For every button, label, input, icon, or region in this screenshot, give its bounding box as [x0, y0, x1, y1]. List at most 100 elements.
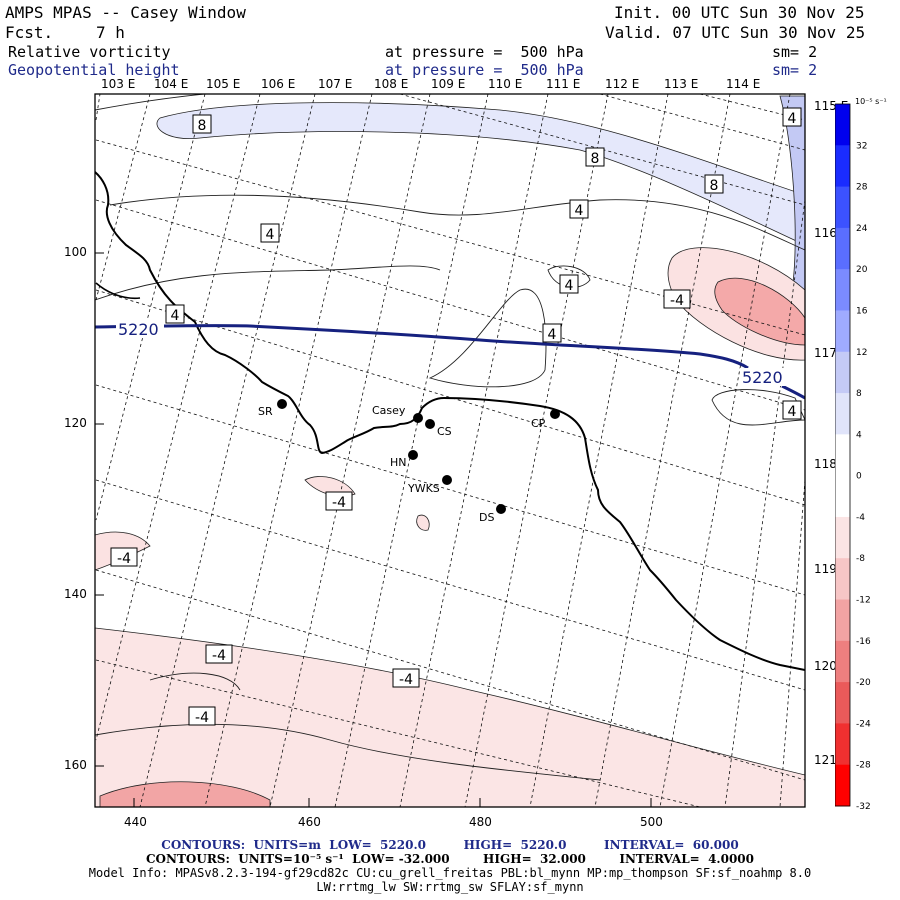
colorbar-label: -28: [856, 761, 871, 771]
colorbar-label: -32: [856, 802, 871, 810]
contour-label: -4: [670, 293, 684, 309]
field2-name: Geopotential height: [8, 61, 180, 79]
lon-label-top: 111 E: [546, 77, 581, 91]
contour-label: 8: [710, 178, 719, 194]
colorbar-swatch: [835, 186, 850, 229]
negative-vorticity-shading: [95, 627, 805, 807]
coastline: [95, 171, 805, 671]
colorbar-label: -4: [856, 513, 865, 523]
colorbar-swatch: [835, 682, 850, 724]
contour-label: -4: [117, 551, 131, 567]
lon-label-top: 104 E: [154, 77, 189, 91]
y-axis-tick: 160: [64, 758, 87, 772]
station-marker: [550, 409, 560, 419]
contour-label: 4: [788, 404, 797, 420]
colorbar-swatch: [835, 351, 850, 394]
negative-vorticity-shading-strong: [99, 781, 271, 807]
colorbar-label: -24: [856, 719, 871, 729]
station-label: CP: [531, 417, 546, 430]
x-axis-tick: 440: [124, 815, 147, 829]
y-axis-tick: 120: [64, 416, 87, 430]
station-label: SR: [258, 405, 273, 418]
positive-vorticity-shading: [156, 102, 805, 246]
contour-label: 4: [565, 278, 574, 294]
stations: SR Casey CS CP HN YWKS DS: [258, 399, 560, 524]
x-axis-tick: 500: [640, 815, 663, 829]
field1-name: Relative vorticity: [8, 43, 171, 61]
lon-label-top: 106 E: [261, 77, 296, 91]
contour-label: 4: [266, 227, 275, 243]
geopotential-label: 5220: [118, 320, 159, 339]
geopotential-5220-contour: [95, 324, 749, 370]
station-marker: [408, 450, 418, 460]
negative-vorticity-shading: [416, 514, 430, 531]
contour-label: -4: [212, 648, 226, 664]
colorbar-swatch: [835, 599, 850, 642]
lon-label-top: 110 E: [488, 77, 523, 91]
colorbar-label: 0: [856, 472, 862, 482]
station-marker: [496, 504, 506, 514]
forecast-hour: 7 h: [96, 23, 125, 42]
station-marker: [425, 419, 435, 429]
colorbar: 32 28 24 20 16 12 8 4 0 -4 -8 -12 -16 -20 -24 -28 -32 10⁻…: [835, 97, 887, 810]
lon-label-top: 109 E: [431, 77, 466, 91]
geopotential-5220-contour: [781, 384, 805, 400]
contour-label: -4: [332, 495, 346, 511]
station-label: DS: [479, 511, 494, 524]
lon-label-top: 103 E: [101, 77, 136, 91]
colorbar-swatch: [835, 516, 850, 559]
field2-smoothing: sm= 2: [772, 61, 818, 79]
model-title: AMPS MPAS -- Casey Window: [5, 3, 246, 22]
colorbar-swatch: [835, 393, 850, 435]
colorbar-swatch: [835, 640, 850, 683]
contour-label: 4: [788, 111, 797, 127]
colorbar-swatch: [835, 227, 850, 270]
forecast-label: Fcst.: [5, 23, 54, 42]
colorbar-swatch: [835, 475, 850, 518]
contour-label: -4: [195, 710, 209, 726]
contour-label: 8: [198, 118, 207, 134]
colorbar-label: 12: [856, 348, 867, 358]
colorbar-swatch: [835, 558, 850, 601]
colorbar-label: -8: [856, 554, 865, 564]
lon-label-top: 105 E: [206, 77, 241, 91]
model-info-physics: LW:rrtmg_lw SW:rrtmg_sw SFLAY:sf_mynn: [316, 880, 584, 894]
colorbar-swatch: [835, 310, 850, 353]
colorbar-label: 28: [856, 183, 868, 193]
colorbar-swatch: [835, 104, 850, 146]
x-axis-tick: 460: [298, 815, 321, 829]
model-info: Model Info: MPASv8.2.3-194-gf29cd82c CU:…: [88, 866, 812, 880]
y-axis-tick: 100: [64, 245, 87, 259]
station-label: YWKS: [407, 482, 440, 495]
contour-labels: 8 8 8 4 4 4 4 4 4 4 -4 -4 -4 -4 -4 -4: [110, 107, 802, 726]
init-time: Init. 00 UTC Sun 30 Nov 25: [614, 3, 865, 22]
colorbar-label: -12: [856, 596, 871, 606]
x-axis-tick: 480: [469, 815, 492, 829]
field2-level: at pressure = 500 hPa: [385, 61, 584, 79]
colorbar-swatch: [835, 764, 850, 807]
station-label: CS: [437, 425, 452, 438]
colorbar-label: 16: [856, 306, 868, 316]
negative-vorticity-shading: [304, 476, 356, 497]
contour-label: 4: [171, 308, 180, 324]
station-marker: [442, 475, 452, 485]
colorbar-label: 24: [856, 224, 868, 234]
vorticity-contour-info: CONTOURS: UNITS=10⁻⁵ s⁻¹ LOW= -32.000 HI…: [146, 852, 754, 866]
lon-label-top: 112 E: [605, 77, 640, 91]
contour-label: 4: [575, 203, 584, 219]
contour-label: -4: [399, 672, 413, 688]
map-frame: [94, 93, 806, 808]
station-marker: [413, 413, 423, 423]
height-contour-info: CONTOURS: UNITS=m LOW= 5220.0 HIGH= 5220…: [161, 838, 739, 852]
lon-label-top: 107 E: [318, 77, 353, 91]
colorbar-swatch: [835, 723, 850, 766]
lon-label-top: 108 E: [374, 77, 409, 91]
colorbar-swatch: [835, 269, 850, 311]
colorbar-swatch: [835, 145, 850, 188]
colorbar-swatch: [835, 434, 850, 477]
colorbar-label: 8: [856, 389, 862, 399]
geopotential-label: 5220: [742, 368, 783, 387]
y-axis-tick: 140: [64, 587, 87, 601]
field1-level: at pressure = 500 hPa: [385, 43, 584, 61]
colorbar-frame: [835, 103, 851, 807]
